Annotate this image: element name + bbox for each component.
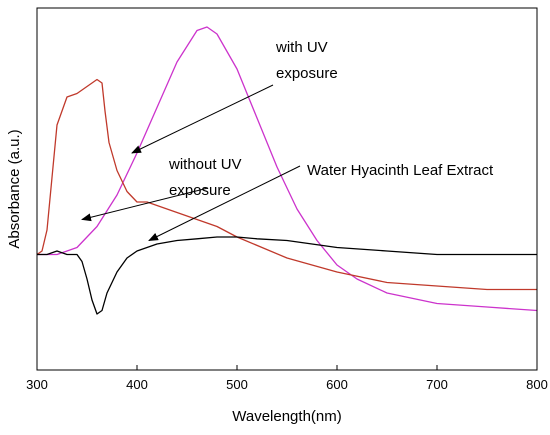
annotation-2-line-0: Water Hyacinth Leaf Extract: [307, 162, 494, 179]
x-tick-label-600: 600: [326, 377, 348, 392]
x-tick-label-400: 400: [126, 377, 148, 392]
annotation-0-line-0: with UV: [275, 39, 328, 56]
annotation-1-arrow: [81, 187, 209, 222]
x-axis-title: Wavelength(nm): [232, 408, 341, 425]
plot-frame: [36, 7, 538, 371]
x-tick-label-700: 700: [426, 377, 448, 392]
plot-area: [36, 26, 538, 315]
annotation-0-arrow: [131, 84, 274, 154]
annotation-2-arrow: [148, 165, 301, 241]
annotation-0-line-1: exposure: [276, 65, 338, 82]
x-tick-label-800: 800: [526, 377, 548, 392]
annotation-1-line-0: without UV: [168, 156, 242, 173]
x-tick-label-300: 300: [26, 377, 48, 392]
series-2-line: [37, 236, 537, 315]
y-axis-title: Absorbance (a.u.): [6, 129, 23, 248]
series-0-line: [37, 26, 538, 312]
series-1-line: [36, 78, 537, 291]
axes: 300 400 500 600 700 800 Wavelength(nm) Absorban…: [6, 7, 548, 425]
x-tick-label-500: 500: [226, 377, 248, 392]
